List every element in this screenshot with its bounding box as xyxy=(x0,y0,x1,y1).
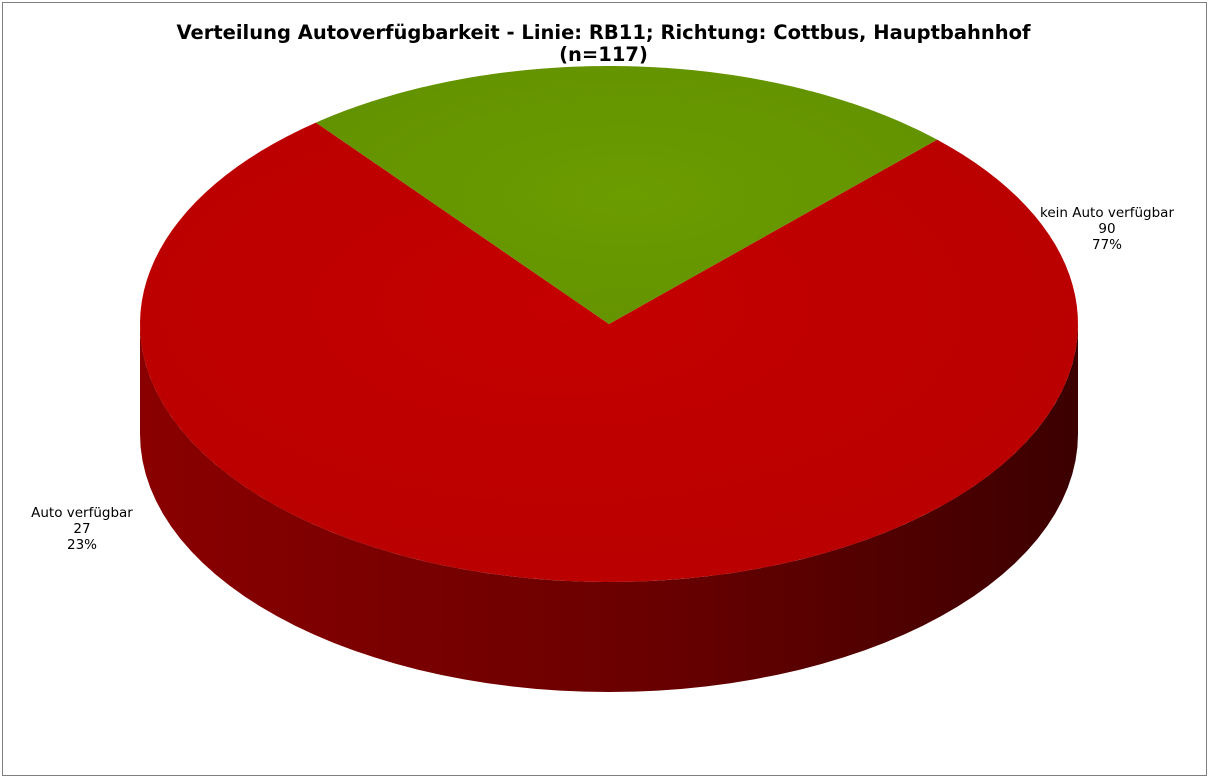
data-label-name: Auto verfügbar xyxy=(31,505,133,521)
pie-tops xyxy=(140,66,1078,582)
data-label-percent: 23% xyxy=(66,537,97,553)
data-label-auto: Auto verfügbar 27 23% xyxy=(12,505,152,553)
data-label-value: 90 xyxy=(1098,221,1116,237)
chart-title: Verteilung Autoverfügbarkeit - Linie: RB… xyxy=(176,21,1031,44)
pie-sides xyxy=(140,324,1078,692)
data-label-kein-auto: kein Auto verfügbar 90 77% xyxy=(1032,205,1182,253)
data-label-name: kein Auto verfügbar xyxy=(1040,205,1174,221)
pie-slice-kein-auto-verfuegbar xyxy=(140,122,1078,582)
pie-slice-auto-verfuegbar xyxy=(315,66,938,324)
pie-side-kein-auto-verfuegbar xyxy=(140,324,1078,692)
chart-subtitle: (n=117) xyxy=(559,43,648,66)
chart-title-block: Verteilung Autoverfügbarkeit - Linie: RB… xyxy=(0,22,1207,66)
data-label-value: 27 xyxy=(73,521,91,537)
data-label-percent: 77% xyxy=(1091,237,1122,253)
